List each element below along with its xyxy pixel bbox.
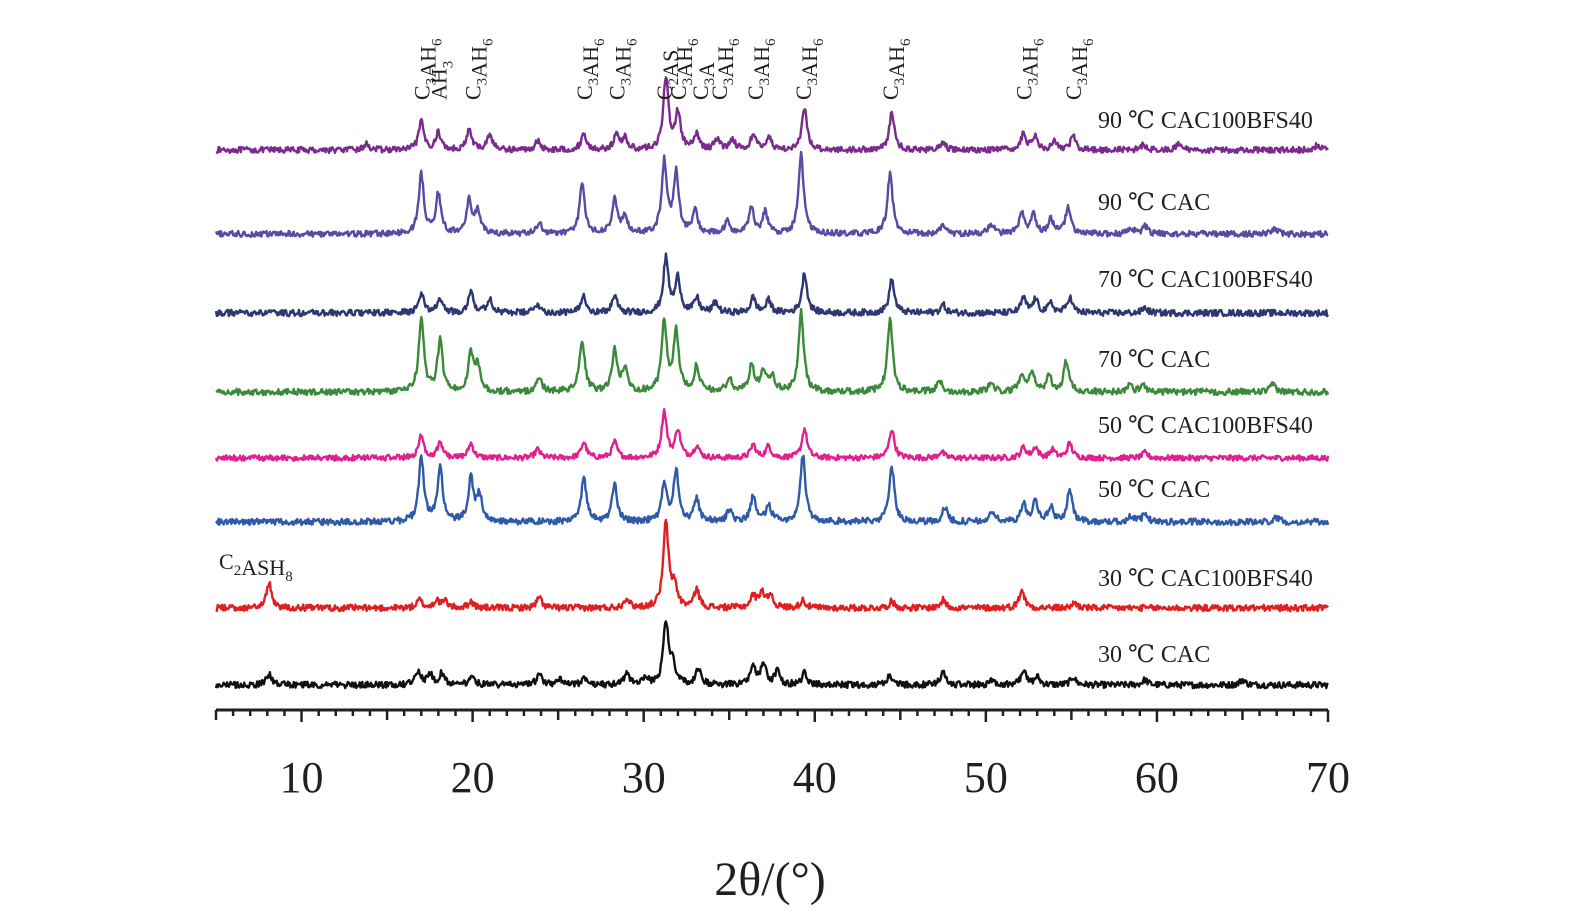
peak-label: C3A <box>688 62 719 100</box>
series-line <box>214 620 1329 690</box>
series-label: 50 ℃ CAC <box>1098 477 1210 503</box>
peak-label: C3AH6 <box>743 38 779 100</box>
series-label: 50 ℃ CAC100BFS40 <box>1098 413 1313 439</box>
series-label: 30 ℃ CAC100BFS40 <box>1098 566 1313 592</box>
peak-label: AH3 <box>426 61 456 100</box>
series-group <box>214 76 1330 690</box>
series-label: 70 ℃ CAC <box>1098 347 1210 373</box>
peak-label: C3AH6 <box>461 38 497 100</box>
peak-label: C2AS <box>652 50 683 100</box>
x-axis: 10 20 30 40 50 60 70 <box>214 708 1350 802</box>
peak-label: C3AH6 <box>409 38 445 100</box>
series-line <box>214 408 1330 462</box>
peak-annotation: C2ASH8 <box>219 549 293 585</box>
peak-label: C3AH6 <box>1061 38 1097 100</box>
x-tick-label: 60 <box>1135 753 1179 802</box>
peak-label: C3AH6 <box>707 38 743 100</box>
peak-labels: C3AH6AH3C3AH6C3AH6C3AH6C2ASC3AH6C3AC3AH6… <box>219 38 1097 585</box>
series-label: 70 ℃ CAC100BFS40 <box>1098 267 1313 293</box>
peak-label: C3AH6 <box>878 38 914 100</box>
x-tick-label: 10 <box>280 753 324 802</box>
series-line <box>214 150 1329 239</box>
series-label: 90 ℃ CAC <box>1098 190 1210 216</box>
series-label: 30 ℃ CAC <box>1098 642 1210 668</box>
series-label: 90 ℃ CAC100BFS40 <box>1098 108 1313 134</box>
peak-label: C3AH6 <box>572 38 608 100</box>
x-axis-label: 2θ/(°) <box>714 853 826 906</box>
x-tick-label: 40 <box>793 753 837 802</box>
x-tick-label: 20 <box>451 753 495 802</box>
x-tick-label: 30 <box>622 753 666 802</box>
series-labels: 90 ℃ CAC100BFS40 90 ℃ CAC 70 ℃ CAC100BFS40… <box>1098 108 1313 668</box>
peak-label: C3AH6 <box>604 38 640 100</box>
series-line <box>215 518 1329 613</box>
series-line <box>214 252 1330 318</box>
peak-label: C3AH6 <box>791 38 827 100</box>
series-line <box>215 454 1330 527</box>
series-line <box>215 76 1329 154</box>
peak-label: C3AH6 <box>666 38 702 100</box>
x-tick-label: 70 <box>1306 753 1350 802</box>
series-line <box>215 307 1330 397</box>
peak-label: C3AH6 <box>1012 38 1048 100</box>
x-tick-label: 50 <box>964 753 1008 802</box>
